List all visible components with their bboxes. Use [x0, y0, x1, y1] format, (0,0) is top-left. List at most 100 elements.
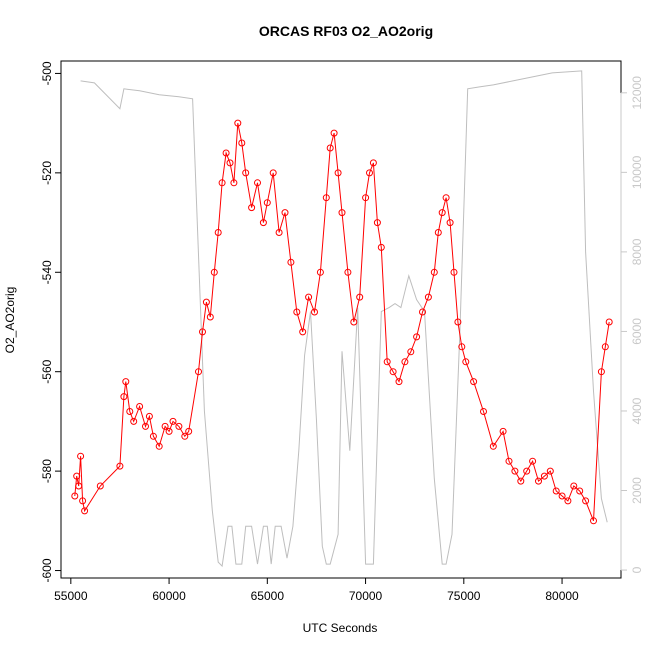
data-point — [169, 417, 177, 425]
y-tick-label: -500 — [40, 61, 54, 85]
data-point — [218, 179, 226, 187]
data-point — [462, 358, 470, 366]
data-point — [605, 318, 613, 326]
data-point — [79, 497, 87, 505]
data-point — [424, 293, 432, 301]
data-point — [77, 452, 85, 460]
data-point — [330, 129, 338, 137]
data-point — [281, 209, 289, 217]
data-point — [546, 467, 554, 475]
plot-frame — [60, 60, 622, 579]
data-point — [369, 159, 377, 167]
data-point — [338, 209, 346, 217]
altitude-series — [80, 70, 608, 568]
data-point — [181, 432, 189, 440]
data-point — [136, 403, 144, 410]
data-point — [259, 219, 267, 227]
y2-axis: 0 2000 4000 6000 8000 10000 12000 — [620, 76, 644, 573]
data-point — [470, 378, 478, 386]
data-point — [511, 467, 519, 475]
data-point — [373, 219, 381, 227]
data-point — [413, 333, 421, 341]
y-tick-label: -580 — [40, 459, 54, 483]
data-point — [120, 393, 128, 401]
data-point — [71, 492, 79, 500]
data-point — [222, 149, 230, 157]
data-point — [75, 482, 83, 490]
x-axis: 55000 60000 65000 70000 75000 80000 — [54, 577, 579, 603]
data-point — [142, 422, 149, 430]
data-point — [126, 408, 134, 415]
y2-tick-label: 10000 — [630, 155, 644, 189]
data-point — [389, 368, 397, 376]
y2-tick-label: 6000 — [630, 318, 644, 345]
data-point — [316, 268, 324, 276]
x-tick-label: 65000 — [251, 589, 285, 603]
data-point — [161, 422, 169, 430]
data-point — [122, 378, 130, 386]
data-point — [480, 408, 487, 415]
data-point — [322, 194, 330, 202]
data-point — [254, 179, 261, 187]
data-point — [377, 243, 385, 251]
data-point — [582, 497, 590, 505]
data-point — [517, 477, 525, 485]
y-axis: -600 -580 -560 -540 -520 -500 — [40, 61, 62, 583]
data-point — [230, 179, 238, 187]
y2-tick-label: 8000 — [630, 238, 644, 265]
data-point — [185, 427, 193, 435]
o2-line — [74, 123, 610, 521]
chart-title: ORCAS RF03 O2_AO2orig — [259, 23, 433, 39]
data-point — [214, 229, 222, 236]
y-tick-label: -520 — [40, 161, 54, 185]
data-point — [407, 348, 415, 356]
data-point — [590, 517, 597, 525]
data-point — [287, 258, 295, 266]
data-point — [305, 293, 313, 301]
y-tick-label: -560 — [40, 359, 54, 383]
data-point — [395, 378, 403, 386]
data-point — [202, 298, 210, 306]
data-point — [356, 293, 364, 301]
data-point — [535, 477, 542, 485]
x-axis-label: UTC Seconds — [303, 621, 378, 635]
data-point — [238, 139, 246, 147]
data-point — [165, 427, 173, 435]
data-point — [523, 467, 531, 475]
data-point — [311, 308, 318, 316]
data-point — [499, 427, 507, 435]
data-point — [293, 308, 301, 316]
data-point — [505, 457, 513, 465]
y2-tick-label: 4000 — [630, 397, 644, 424]
data-point — [454, 318, 462, 326]
data-point — [155, 442, 163, 450]
data-point — [558, 492, 566, 500]
altitude-line — [80, 70, 608, 568]
data-point — [234, 119, 242, 127]
y2-tick-label: 2000 — [630, 477, 644, 504]
data-point — [529, 457, 537, 465]
data-point — [242, 169, 250, 177]
y2-tick-label: 12000 — [630, 76, 644, 110]
data-point — [434, 229, 442, 236]
data-point — [210, 268, 218, 276]
data-point — [450, 268, 458, 276]
data-point — [442, 194, 450, 202]
x-tick-label: 80000 — [545, 589, 579, 603]
data-point — [401, 358, 409, 366]
data-point — [383, 358, 391, 366]
data-point — [81, 507, 89, 515]
x-tick-label: 60000 — [152, 589, 186, 603]
y2-tick-label: 0 — [630, 566, 644, 573]
data-point — [350, 318, 358, 326]
data-point — [149, 432, 157, 440]
data-point — [564, 497, 572, 505]
data-point — [446, 219, 454, 227]
data-point — [419, 308, 426, 316]
data-point — [130, 417, 138, 425]
data-point — [334, 169, 342, 177]
x-tick-label: 55000 — [54, 589, 88, 603]
data-point — [195, 368, 202, 376]
data-point — [73, 472, 81, 480]
